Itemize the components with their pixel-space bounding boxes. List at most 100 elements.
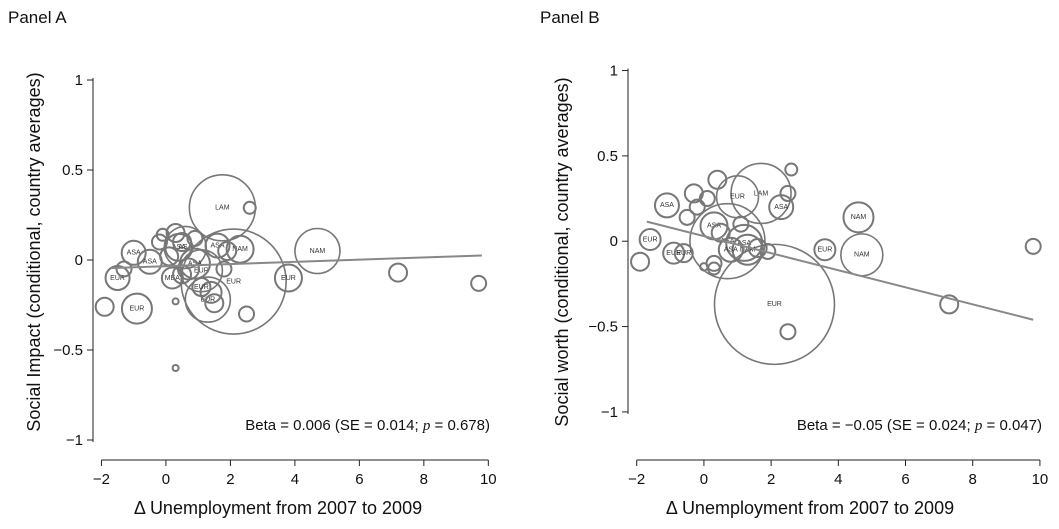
panel-b-bubble: [759, 242, 777, 260]
panel-a-title: Panel A: [8, 8, 67, 27]
panel-b-bubble: [813, 238, 837, 262]
panel-b-bubble: [699, 262, 709, 272]
panel-b-x-tick-label: 2: [767, 471, 775, 488]
panel-b-bubble: [698, 190, 716, 208]
panel-b-bubble-label: EUR: [666, 250, 681, 257]
panel-b-bubble: [779, 323, 797, 341]
panel-b-bubble-label: ASA: [724, 247, 738, 254]
panel-a-bubble: [225, 234, 255, 264]
panel-a-x-tick-label: 2: [226, 471, 234, 488]
panel-b-plot: −1 −0.5 0 0.5 1 −2 0 2 4 6 8 10 Social worth (condit…: [552, 63, 1048, 488]
panel-a-bubble-label: ASA: [188, 260, 202, 267]
panel-b-bubble: [662, 241, 686, 265]
panel-a-bubble-label: EUR: [281, 275, 296, 282]
panel-b-bubble: [708, 306, 713, 311]
panel-b-bubble-label: EUR: [676, 250, 691, 257]
panel-b-bubble: [725, 223, 764, 262]
panel-b-x-axis-label: Δ Unemployment from 2007 to 2009: [665, 498, 955, 518]
panel-a-bubble: [388, 262, 409, 283]
panel-a-bubble: [273, 263, 303, 293]
panel-a-y-axis-label: Social Impact (conditional, country aver…: [24, 72, 44, 431]
panel-b-fit-line: [646, 220, 1034, 321]
panel-b-y-tick-label: −1: [601, 404, 618, 421]
panel-b-x-tick-label: 4: [834, 471, 842, 488]
panel-b-bubble-label: ASA: [660, 202, 674, 209]
panel-b-bubble: [638, 228, 662, 252]
panel-b-bubble: [688, 198, 706, 216]
panel-a-y-tick-label: 0.5: [62, 162, 83, 179]
panel-b-bubble-label: ASA: [774, 204, 788, 211]
panel-b-bubble-label: EUR: [643, 236, 658, 243]
panel-a-y-tick-label: −0.5: [53, 342, 83, 359]
panel-b-bubble: [673, 243, 694, 264]
panel-b-y-axis-label: Social worth (conditional, country avera…: [552, 77, 572, 426]
panel-b-title: Panel B: [540, 8, 600, 27]
panel-b-bubble: [717, 236, 744, 263]
panel-a-y-tick-label: −1: [66, 432, 83, 449]
panel-a-bubble: [180, 228, 287, 335]
panel-a-bubble-label: EUR: [110, 275, 125, 282]
panel-b-bubble: [784, 162, 799, 177]
panel-a-y-tick-label: 0: [75, 252, 83, 269]
panel-b-y-tick-label: 0.5: [597, 148, 618, 165]
panel-a-bubble-label: EUR: [226, 278, 241, 285]
panel-a-bubble: [242, 200, 257, 215]
panel-a-bubble: [215, 260, 233, 278]
panel-b-bubble: [842, 201, 875, 234]
panel-a-x-tick-label: −2: [93, 471, 110, 488]
panel-a-bubble: [172, 232, 193, 252]
panel-b-bubble: [939, 294, 960, 315]
panel-b-bubble: [1024, 237, 1042, 255]
panel-a-bubble-label: MEA: [165, 275, 181, 282]
panel-b-beta-annotation: Beta = −0.05 (SE = 0.024; p = 0.047): [797, 417, 1042, 434]
panel-a-bubble-label: ASA: [172, 244, 186, 251]
panel-a-beta-annotation: Beta = 0.006 (SE = 0.014; p = 0.678): [245, 417, 490, 434]
panel-a-plot: −1 −0.5 0 0.5 1 −2 0 2 4 6 8 10 Social Impact (condi…: [24, 72, 497, 488]
panel-a-bubble-label: EUR: [194, 268, 209, 275]
panel-b-bubble-label: EUR: [817, 247, 832, 254]
panel-a-bubble: [238, 305, 256, 323]
panel-b-bubble-label: EUR: [767, 301, 782, 308]
panel-b-bubble-label: ASA: [737, 240, 751, 247]
panel-a-bubble: [470, 274, 488, 292]
panel-a-bubble: [184, 276, 232, 323]
panel-a-bubble: [94, 296, 115, 317]
panel-a-bubble: [294, 227, 341, 275]
panel-a-x-tick-label: 4: [291, 471, 299, 488]
panel-a-bubble-label: NAM: [310, 248, 326, 255]
panel-a-bubble-label: ASA: [211, 242, 225, 249]
panel-a-x-tick-label: 6: [355, 471, 363, 488]
panel-b-y-tick-label: 1: [610, 63, 618, 80]
panel-a-bubble-label: EUR: [200, 296, 215, 303]
panel-a-bubble: [217, 241, 238, 261]
panel-b-x-tick-label: 6: [901, 471, 909, 488]
panel-a-x-tick-label: 0: [162, 471, 170, 488]
panel-a-fit-line: [111, 254, 482, 270]
panel-a-bubble-label: ASA: [178, 244, 192, 251]
panel-b-bubble: [713, 243, 836, 366]
panel-a-bubble: [199, 280, 223, 304]
panel-b-bubble: [653, 192, 680, 219]
panel-b-x-tick-label: 8: [969, 471, 977, 488]
panel-b-bubble: [630, 251, 651, 272]
panel-a-bubble: [186, 229, 204, 247]
panel-a-bubble: [204, 293, 225, 314]
panel-a-bubble: [191, 277, 212, 297]
panel-a-bubble: [150, 233, 168, 251]
panel-b-y-tick-label: −0.5: [588, 319, 618, 336]
panel-a-x-axis-label: Δ Unemployment from 2007 to 2009: [133, 498, 423, 518]
panel-a-x-tick-label: 8: [420, 471, 428, 488]
panel-b-bubble: [678, 208, 696, 226]
panel-a-bubble-label: LAM: [215, 205, 230, 212]
panel-b-bubble: [730, 162, 792, 225]
panel-b-bubble-label: NAM: [854, 252, 870, 259]
panel-b-bubble: [731, 233, 764, 266]
panel-a-bubble: [115, 260, 133, 278]
panel-a-bubble: [171, 297, 180, 306]
panel-b-bubble: [729, 90, 734, 95]
panel-b-bubble-label: LAM: [754, 190, 769, 197]
panel-a-bubble-label: NAM: [232, 246, 248, 253]
panel-a-bubble: [120, 239, 147, 266]
